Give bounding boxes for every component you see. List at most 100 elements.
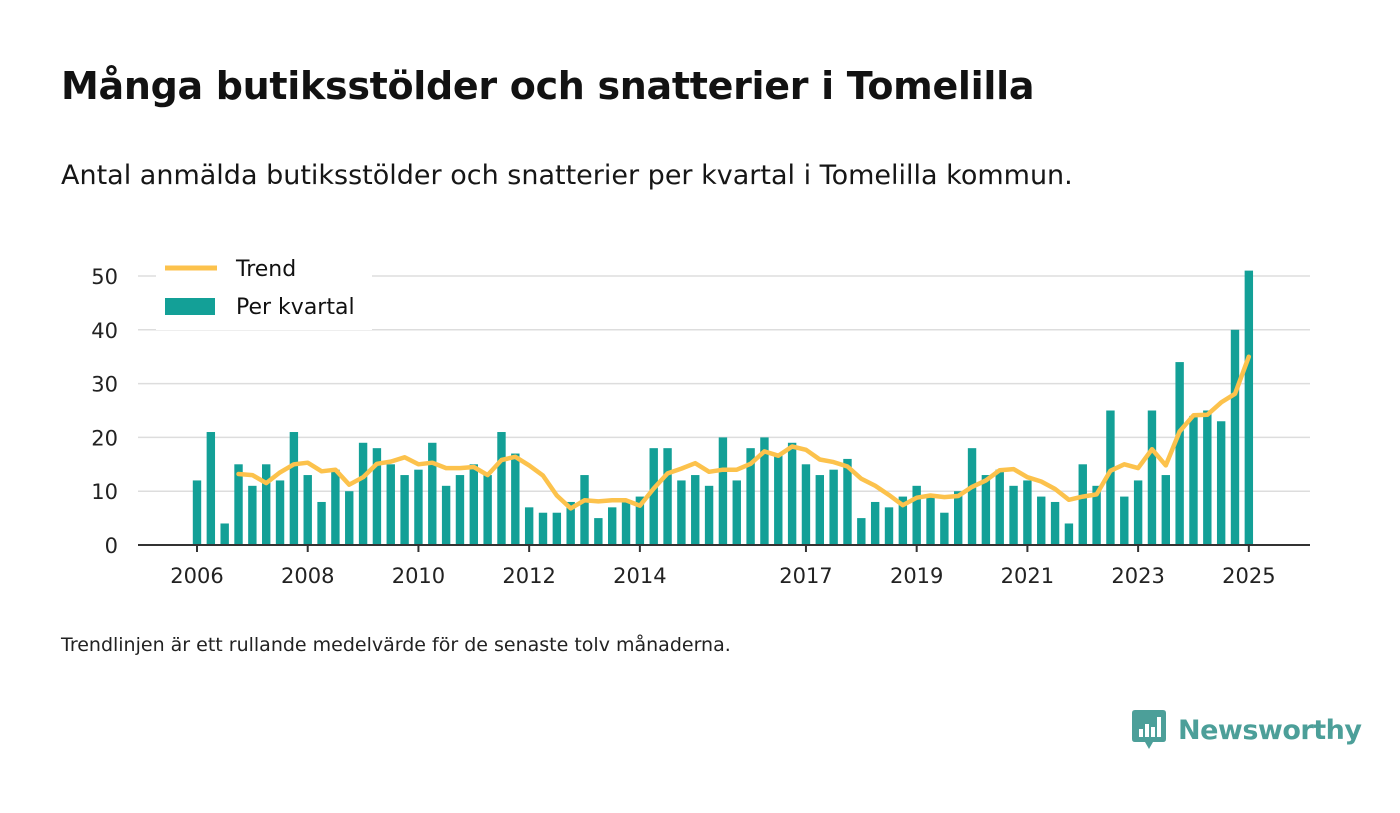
bar [303, 475, 312, 545]
bar [608, 507, 617, 545]
bar [870, 501, 880, 545]
legend-trend-label: Trend [235, 257, 296, 282]
x-tick-label: 2021 [1001, 564, 1054, 588]
bar [760, 437, 769, 545]
bar [981, 475, 991, 545]
x-tick-label: 2006 [170, 564, 223, 588]
bar [829, 469, 838, 545]
bar [455, 475, 465, 545]
bar [677, 480, 686, 545]
bar [206, 432, 216, 545]
x-tick-label: 2019 [890, 564, 943, 588]
footnote: Trendlinjen är ett rullande medelvärde f… [61, 634, 731, 656]
bar [1230, 329, 1240, 545]
y-tick-label: 10 [91, 480, 118, 504]
bar [815, 475, 824, 545]
newsworthy-logo-icon [1132, 710, 1166, 749]
bar [774, 453, 783, 545]
bar [746, 448, 755, 545]
bar [940, 512, 949, 545]
bar [843, 458, 852, 545]
x-tick-label: 2010 [392, 564, 445, 588]
y-tick-label: 30 [91, 373, 118, 397]
bar [192, 480, 202, 545]
bar [1106, 410, 1115, 545]
bar [1175, 362, 1184, 545]
bar [704, 485, 714, 545]
x-tick-label: 2008 [281, 564, 334, 588]
bar [594, 518, 603, 545]
bar [372, 448, 382, 545]
bar [967, 448, 977, 545]
x-tick-label: 2012 [502, 564, 555, 588]
brand-name: Newsworthy [1178, 714, 1362, 746]
y-tick-label: 20 [91, 426, 118, 450]
bar [428, 442, 437, 545]
bar [580, 475, 589, 545]
legend-bar-swatch [165, 298, 215, 315]
bar [483, 475, 492, 545]
bar [801, 464, 811, 545]
bar [220, 523, 229, 545]
bar [1161, 475, 1170, 545]
bar [635, 496, 645, 545]
bar [1147, 410, 1157, 545]
bar [1037, 496, 1046, 545]
bar [1133, 480, 1143, 545]
bar [663, 448, 672, 545]
bar [1092, 485, 1101, 545]
x-tick-label: 2025 [1222, 564, 1275, 588]
bar [358, 442, 368, 545]
bar [1120, 496, 1129, 545]
bar [552, 512, 562, 545]
bar [857, 518, 866, 545]
bar [1216, 421, 1226, 545]
bar [524, 507, 534, 545]
chart-title: Många butiksstölder och snatterier i Tom… [61, 64, 1035, 108]
bar [1078, 464, 1087, 545]
bar [1203, 410, 1212, 545]
y-tick-label: 40 [91, 319, 118, 343]
trend-line [236, 354, 1252, 511]
bar [331, 469, 340, 545]
bar [718, 437, 728, 545]
bar [787, 442, 797, 545]
bar [262, 464, 271, 545]
bar [912, 485, 921, 545]
x-tick-label: 2023 [1111, 564, 1164, 588]
bar [884, 507, 894, 545]
legend-bar-label: Per kvartal [236, 295, 355, 320]
bar [1064, 523, 1074, 545]
bar [400, 475, 409, 545]
x-tick-label: 2014 [613, 564, 666, 588]
bar [441, 485, 451, 545]
bar [289, 432, 299, 545]
chart-subtitle: Antal anmälda butiksstölder och snatteri… [61, 160, 1073, 191]
bar [469, 464, 478, 545]
bar [497, 432, 506, 545]
x-tick-label: 2017 [779, 564, 832, 588]
bar [234, 464, 243, 545]
bar [317, 501, 326, 545]
bar [386, 464, 395, 545]
bar [345, 491, 354, 545]
bar [248, 485, 257, 545]
bar [1009, 485, 1018, 545]
bar [538, 512, 548, 545]
bar [954, 491, 963, 545]
bar [1023, 480, 1032, 545]
bar [621, 501, 631, 545]
brand-logo[interactable]: Newsworthy [1132, 710, 1362, 750]
y-tick-label: 0 [105, 534, 118, 558]
bar [566, 501, 575, 545]
bar-line-chart: 0 10 20 30 40 50 2006 2008 2010 2012 2014 2017 2019 2… [91, 250, 1310, 588]
y-tick-label: 50 [91, 265, 118, 289]
bar [649, 448, 658, 545]
legend-box [156, 250, 372, 330]
bar [414, 469, 423, 545]
bar [511, 453, 520, 545]
bar [926, 496, 935, 545]
bar [691, 475, 700, 545]
bar [1244, 270, 1254, 545]
bar [732, 480, 741, 545]
